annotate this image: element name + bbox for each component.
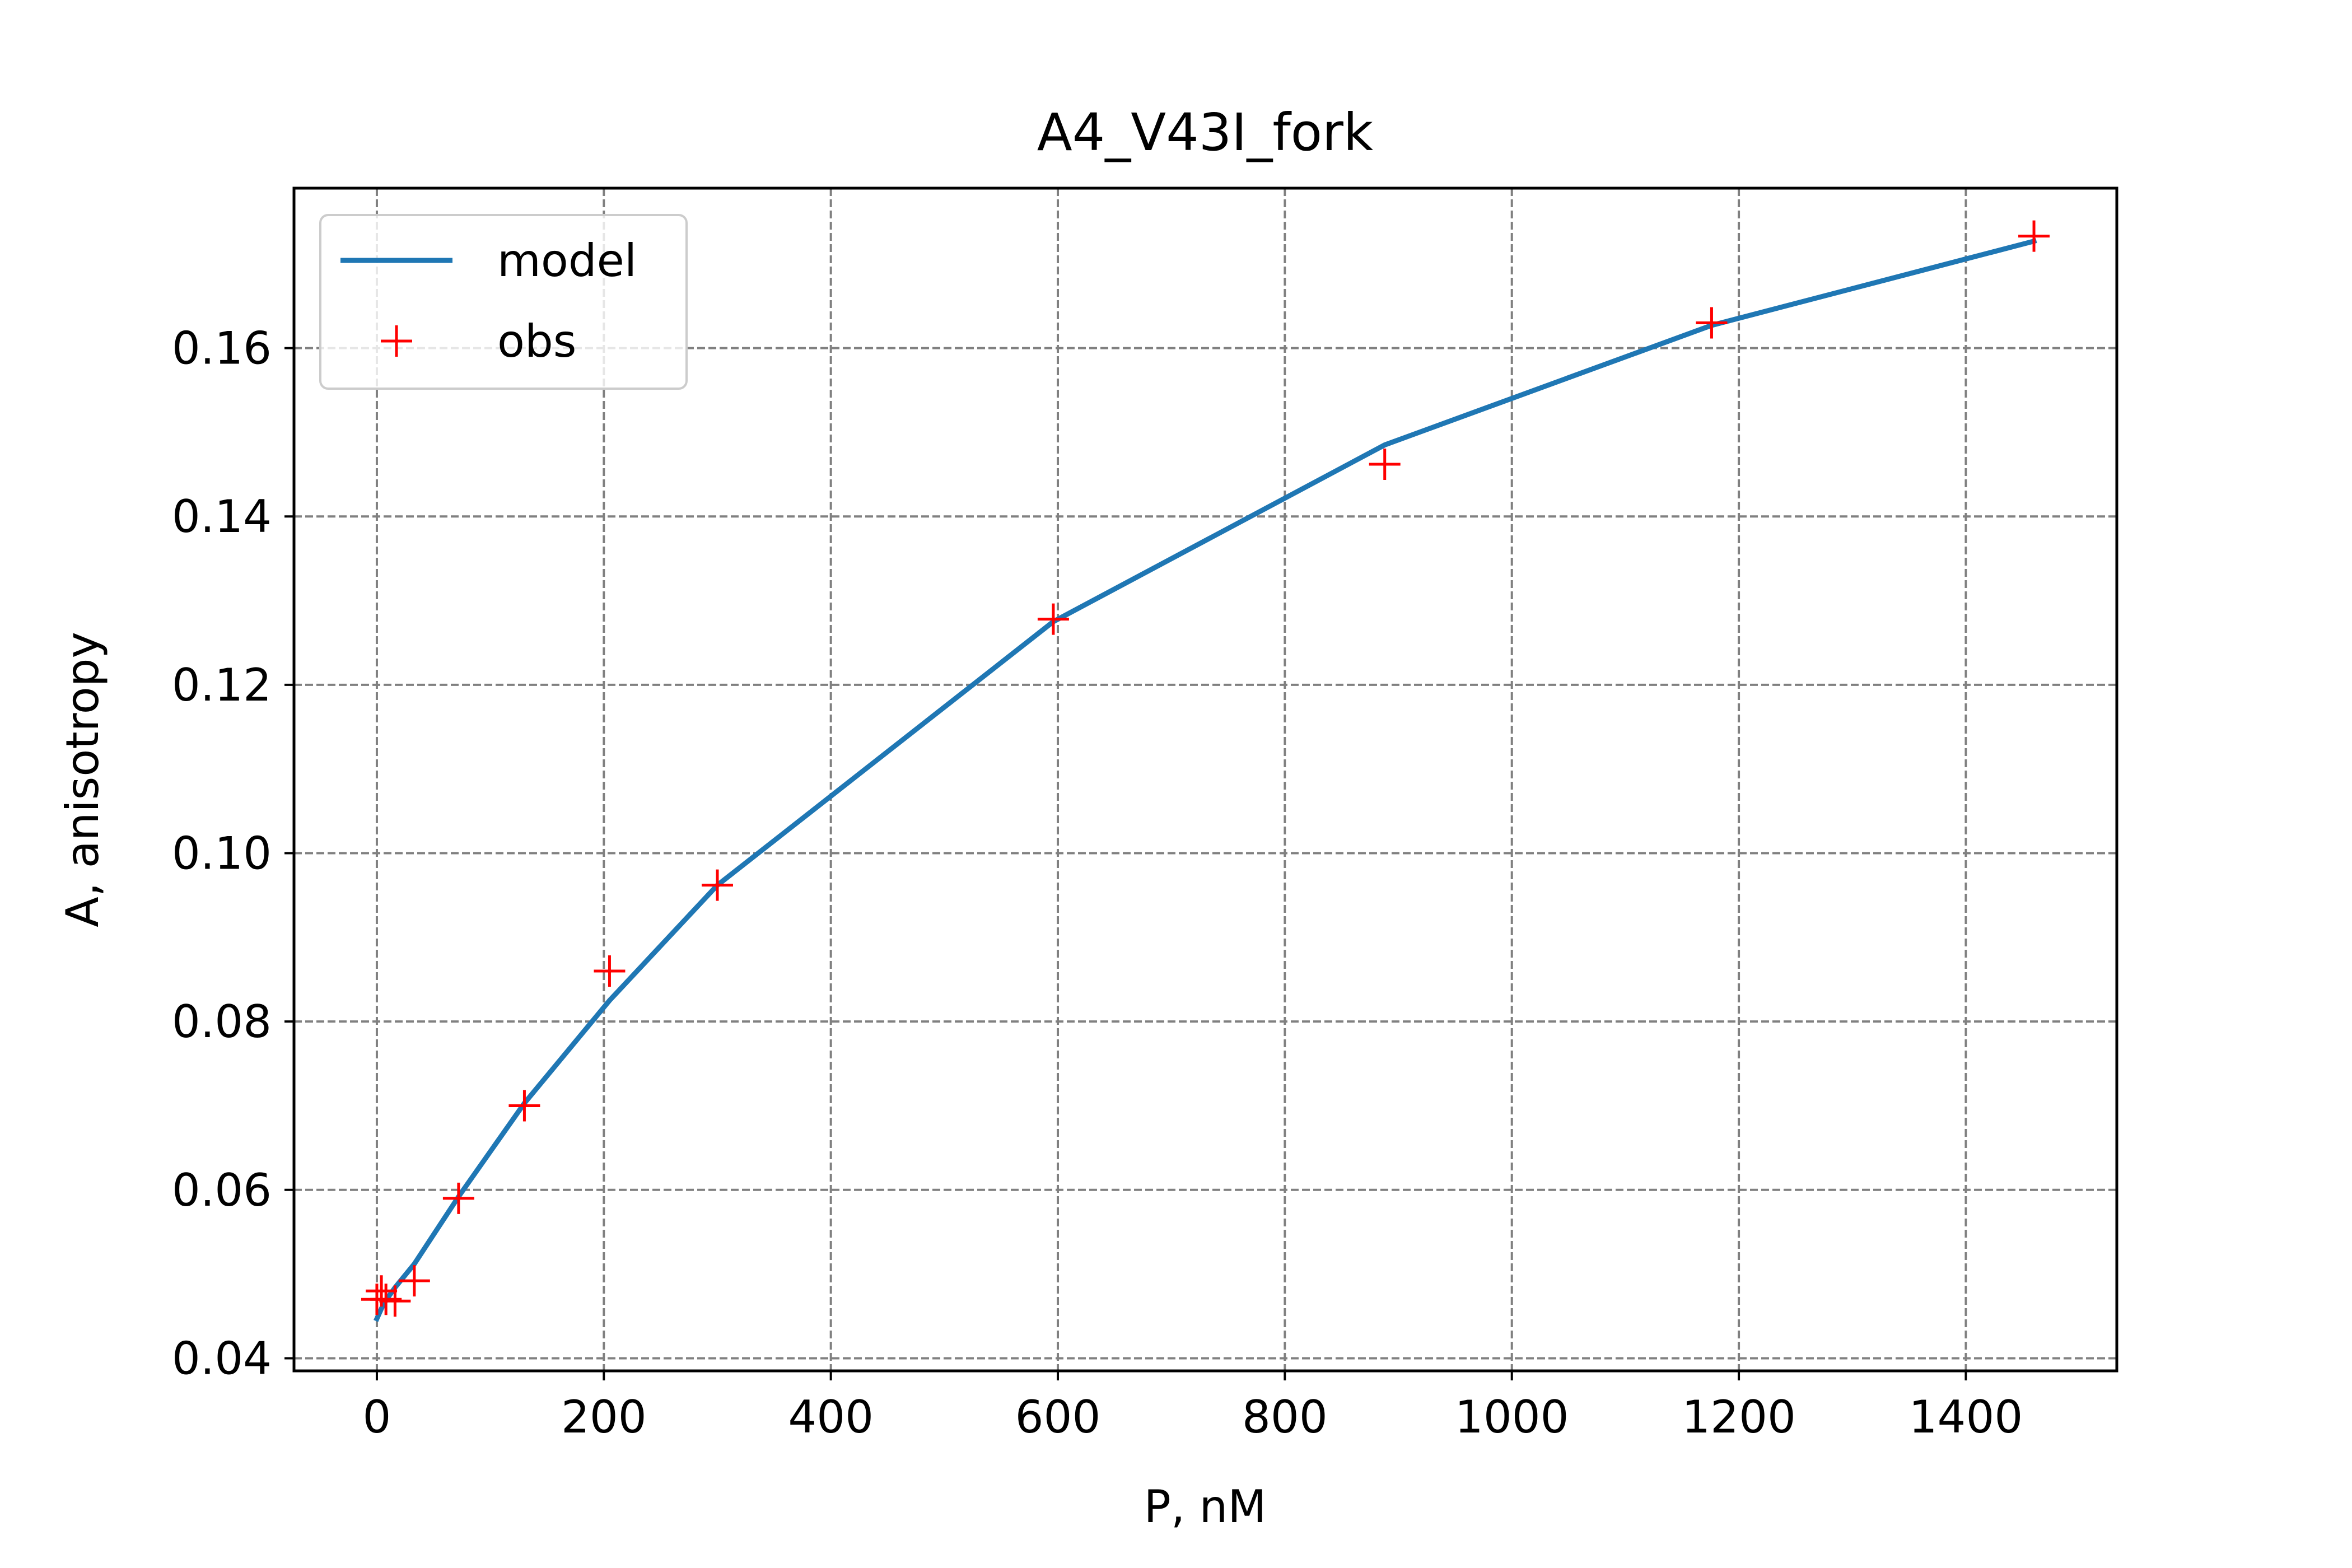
x-tick-label: 400 xyxy=(788,1391,874,1443)
chart-title: A4_V43I_fork xyxy=(1037,102,1374,162)
y-axis-label: A, anisotropy xyxy=(57,632,109,927)
x-tick-label: 1000 xyxy=(1455,1391,1569,1443)
data-point-obs xyxy=(508,1090,540,1122)
data-point-obs xyxy=(398,1265,430,1297)
plot-frame xyxy=(292,186,2118,1373)
data-point-obs xyxy=(594,955,626,987)
data-point-obs xyxy=(379,1285,411,1317)
series-obs-markers xyxy=(361,220,2050,1317)
data-point-obs xyxy=(1037,603,1069,635)
ticks: 0 200 400 600 800 1000 1200 1400 0.04 0.06 0.08 0.1… xyxy=(172,323,2023,1443)
y-tick-label: 0.06 xyxy=(172,1164,272,1216)
data-point-obs xyxy=(1369,449,1401,480)
y-tick-label: 0.08 xyxy=(172,996,272,1048)
y-tick-label: 0.12 xyxy=(172,659,272,711)
y-tick-label: 0.14 xyxy=(172,491,272,543)
y-tick-label: 0.16 xyxy=(172,323,272,375)
data-point-obs xyxy=(1696,307,1728,339)
x-tick-label: 1200 xyxy=(1682,1391,1796,1443)
legend-obs-label: obs xyxy=(497,315,576,367)
x-tick-label: 1400 xyxy=(1909,1391,2023,1443)
data-point-obs xyxy=(701,869,733,901)
x-axis-label: P, nM xyxy=(1144,1481,1267,1533)
legend-obs-swatch xyxy=(381,325,412,357)
legend-model-label: model xyxy=(497,235,637,287)
data-point-obs xyxy=(442,1182,474,1214)
x-tick-label: 200 xyxy=(561,1391,647,1443)
x-tick-label: 0 xyxy=(363,1391,391,1443)
y-tick-label: 0.10 xyxy=(172,828,272,880)
legend: model obs xyxy=(319,214,688,390)
series-layer xyxy=(361,220,2050,1322)
x-tick-label: 600 xyxy=(1015,1391,1101,1443)
x-tick-label: 800 xyxy=(1242,1391,1328,1443)
y-tick-label: 0.04 xyxy=(172,1332,272,1384)
data-point-obs xyxy=(2018,220,2050,252)
